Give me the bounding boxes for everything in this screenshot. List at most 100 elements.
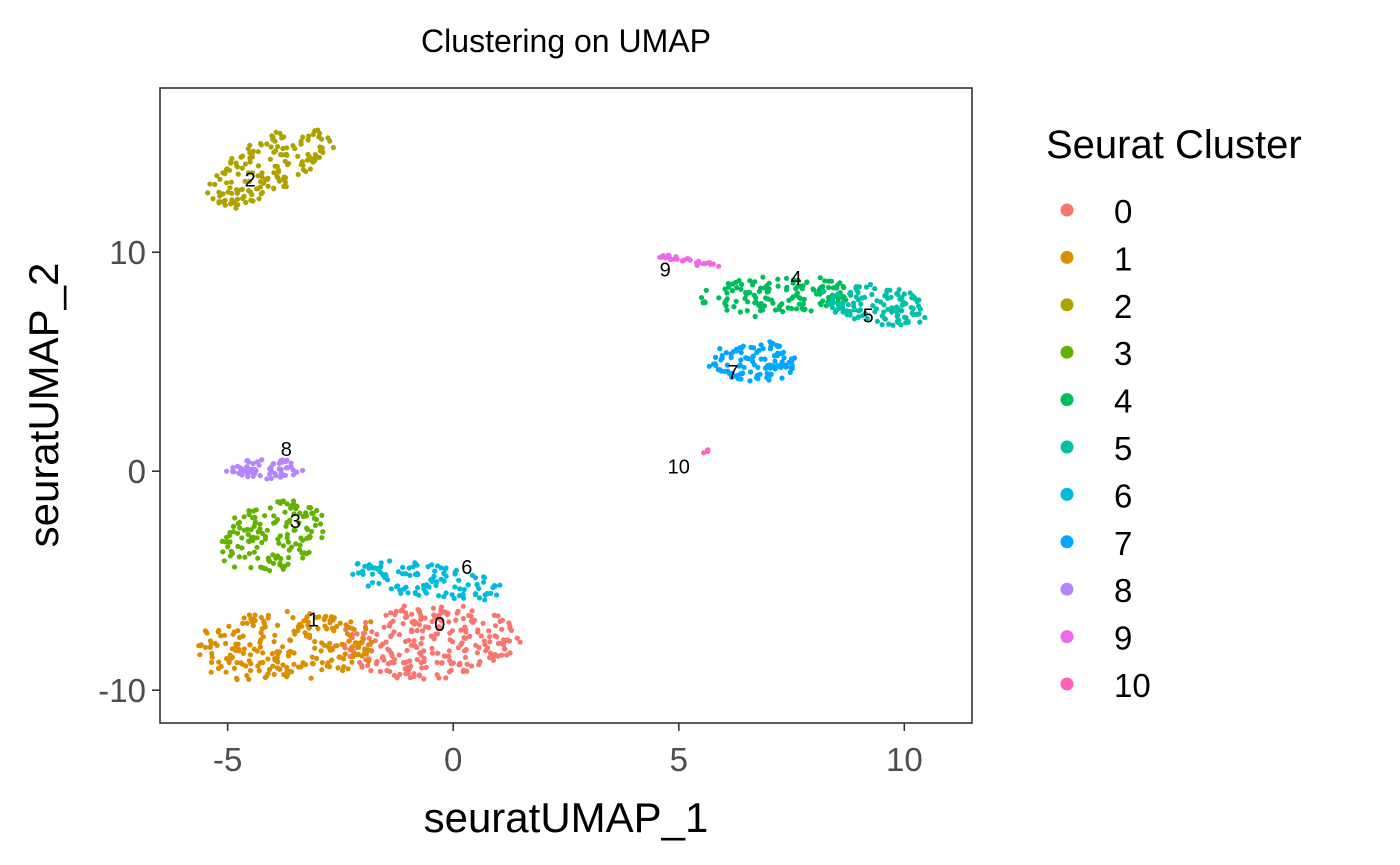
cluster-0-point (447, 637, 453, 643)
cluster-5-point (910, 312, 917, 318)
cluster-1-point (212, 640, 218, 646)
cluster-label-6: 6 (461, 557, 472, 579)
cluster-1-point (250, 622, 256, 629)
cluster-1-point (363, 651, 369, 657)
cluster-4-point (747, 290, 753, 296)
cluster-0-point (490, 657, 497, 663)
cluster-9-point (702, 261, 708, 267)
cluster-0-point (405, 670, 411, 676)
cluster-1-point (312, 645, 318, 651)
cluster-5-point (907, 290, 913, 296)
cluster-0-point (423, 664, 429, 671)
cluster-2-points (205, 127, 336, 211)
cluster-0-point (453, 617, 459, 623)
cluster-4-point (724, 290, 730, 296)
cluster-1-point (281, 671, 287, 678)
cluster-0-point (396, 632, 403, 638)
cluster-6-point (436, 593, 442, 599)
cluster-1-point (306, 632, 313, 638)
cluster-10-points (701, 447, 711, 456)
cluster-5-point (834, 307, 840, 313)
cluster-4-point (731, 304, 737, 310)
cluster-2-point (300, 167, 306, 173)
cluster-6-point (432, 568, 438, 574)
cluster-0-point (495, 613, 501, 619)
cluster-3-point (271, 513, 277, 519)
cluster-1-point (318, 648, 324, 654)
cluster-5-point (889, 309, 895, 315)
cluster-7-point (728, 354, 734, 361)
cluster-2-point (255, 173, 261, 179)
cluster-6-point (405, 590, 411, 596)
cluster-7-point (767, 362, 773, 368)
cluster-2-point (242, 178, 248, 184)
cluster-8-point (252, 466, 258, 472)
cluster-2-point (235, 196, 241, 202)
cluster-3-point (261, 565, 267, 571)
cluster-7-point (751, 345, 757, 351)
cluster-0-point (417, 673, 423, 679)
cluster-4-point (775, 283, 781, 289)
cluster-6-point (406, 565, 412, 571)
cluster-0-point (457, 662, 463, 668)
cluster-2-point (214, 173, 220, 179)
cluster-6-point (400, 564, 406, 571)
cluster-6-point (492, 583, 498, 589)
cluster-3-point (274, 516, 281, 523)
cluster-2-point (239, 186, 245, 192)
cluster-1-point (226, 623, 232, 629)
cluster-3-point (230, 523, 236, 530)
cluster-3-point (297, 510, 303, 516)
cluster-7-point (763, 365, 769, 371)
cluster-6-point (355, 570, 362, 576)
cluster-6-point (414, 585, 421, 591)
cluster-label-1: 1 (308, 610, 319, 632)
x-tick-label: 0 (444, 741, 462, 778)
cluster-0-point (429, 650, 436, 656)
cluster-6-point (377, 569, 383, 575)
cluster-0-point (448, 661, 454, 667)
cluster-1-point (334, 643, 340, 649)
cluster-3-point (224, 534, 230, 541)
cluster-2-point (270, 136, 276, 142)
cluster-1-point (362, 646, 368, 652)
cluster-0-point (445, 610, 451, 616)
cluster-6-point (433, 582, 439, 589)
cluster-3-point (254, 535, 260, 541)
cluster-0-point (487, 650, 493, 656)
cluster-0-point (409, 629, 415, 635)
cluster-3-point (296, 547, 303, 553)
cluster-1-point (215, 665, 222, 672)
cluster-7-point (764, 370, 770, 376)
cluster-1-point (218, 633, 224, 639)
cluster-1-point (207, 644, 213, 651)
cluster-0-point (403, 614, 409, 621)
cluster-4-point (742, 295, 748, 301)
cluster-1-points (196, 608, 375, 683)
cluster-7-point (774, 353, 781, 359)
cluster-1-point (319, 660, 325, 666)
cluster-1-point (299, 623, 305, 629)
cluster-2-point (228, 179, 234, 185)
cluster-0-point (402, 660, 408, 666)
cluster-5-point (867, 281, 874, 288)
legend-key-1 (1060, 250, 1074, 264)
cluster-1-point (272, 657, 278, 663)
cluster-3-point (232, 515, 238, 521)
cluster-2-point (271, 186, 277, 192)
cluster-1-point (360, 635, 366, 641)
cluster-5-point (858, 301, 864, 307)
cluster-3-point (219, 538, 225, 545)
cluster-7-point (723, 350, 730, 356)
cluster-4-point (796, 301, 802, 307)
cluster-2-point (249, 170, 256, 176)
cluster-0-point (383, 612, 389, 618)
cluster-0-point (446, 619, 452, 625)
cluster-1-point (300, 660, 306, 666)
cluster-0-point (430, 605, 436, 611)
cluster-5-point (881, 309, 887, 315)
cluster-6-point (376, 580, 382, 587)
cluster-3-point (271, 520, 277, 526)
legend-key-5 (1060, 440, 1074, 454)
cluster-1-point (287, 637, 293, 643)
